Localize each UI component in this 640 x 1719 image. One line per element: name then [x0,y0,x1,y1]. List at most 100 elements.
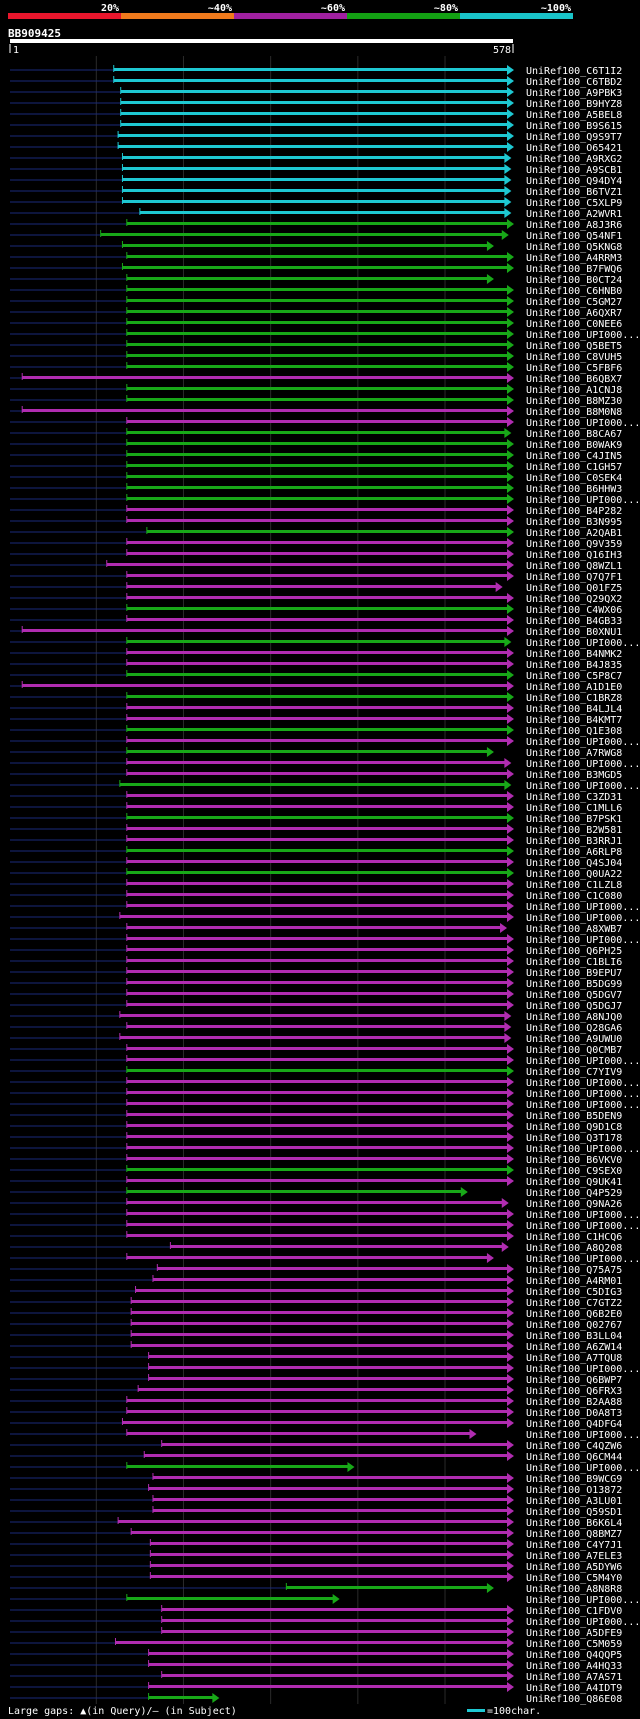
hit-row[interactable]: UniRef100_A1D1E0 [10,681,622,693]
hit-label[interactable]: UniRef100_C0SEK4 [526,473,622,484]
hit-bar[interactable] [126,442,509,445]
hit-row[interactable]: UniRef100_UPI000... [10,494,640,506]
hit-label[interactable]: UniRef100_UPI000... [526,759,640,770]
hit-bar[interactable] [152,1498,509,1501]
hit-label[interactable]: UniRef100_Q1E308 [526,726,622,737]
hit-label[interactable]: UniRef100_A4HQ33 [526,1661,622,1672]
hit-row[interactable]: UniRef100_Q94DY4 [10,175,622,187]
hit-label[interactable]: UniRef100_C1GH57 [526,462,622,473]
hit-row[interactable]: UniRef100_C1MLL6 [10,802,622,814]
hit-row[interactable]: UniRef100_UPI000... [10,1209,640,1221]
hit-bar[interactable] [115,1641,509,1644]
hit-row[interactable]: UniRef100_Q0CMB7 [10,1044,622,1056]
hit-row[interactable]: UniRef100_A6QXR7 [10,307,622,319]
hit-bar[interactable] [126,332,509,335]
hit-bar[interactable] [126,1179,509,1182]
hit-row[interactable]: UniRef100_A7TQU8 [10,1352,622,1364]
hit-row[interactable]: UniRef100_C3ZD31 [10,791,622,803]
hit-label[interactable]: UniRef100_C4Y7J1 [526,1540,622,1551]
hit-bar[interactable] [126,794,509,797]
hit-row[interactable]: UniRef100_UPI000... [10,637,640,649]
hit-row[interactable]: UniRef100_C4JIN5 [10,450,622,462]
hit-label[interactable]: UniRef100_O65421 [526,143,622,154]
hit-bar[interactable] [126,420,509,423]
hit-label[interactable]: UniRef100_UPI000... [526,781,640,792]
hit-row[interactable]: UniRef100_Q59SD1 [10,1506,622,1518]
hit-label[interactable]: UniRef100_A9UWU0 [526,1034,622,1045]
hit-label[interactable]: UniRef100_A8Q208 [526,1243,622,1254]
hit-row[interactable]: UniRef100_UPI000... [10,736,640,748]
hit-row[interactable]: UniRef100_B6VKV0 [10,1154,622,1166]
hit-bar[interactable] [131,1322,509,1325]
hit-bar[interactable] [131,1300,509,1303]
hit-bar[interactable] [150,1564,510,1567]
hit-label[interactable]: UniRef100_B4GB33 [526,616,622,627]
hit-label[interactable]: UniRef100_UPI000... [526,1430,640,1441]
hit-label[interactable]: UniRef100_B5DEN9 [526,1111,622,1122]
hit-row[interactable]: UniRef100_Q9S9T7 [10,131,622,143]
hit-label[interactable]: UniRef100_C1FDV0 [526,1606,622,1617]
hit-label[interactable]: UniRef100_C1MLL6 [526,803,622,814]
hit-bar[interactable] [126,475,509,478]
hit-label[interactable]: UniRef100_C7YIV9 [526,1067,622,1078]
hit-bar[interactable] [126,948,509,951]
hit-bar[interactable] [126,970,509,973]
hit-row[interactable]: UniRef100_Q6CM44 [10,1451,622,1463]
hit-label[interactable]: UniRef100_Q0UA22 [526,869,622,880]
hit-row[interactable]: UniRef100_B6QBX7 [10,373,622,385]
hit-label[interactable]: UniRef100_UPI000... [526,638,640,649]
hit-row[interactable]: UniRef100_Q9D1C8 [10,1121,622,1133]
hit-row[interactable]: UniRef100_A8NJQ0 [10,1011,622,1023]
hit-bar[interactable] [113,68,509,71]
hit-label[interactable]: UniRef100_B9S615 [526,121,622,132]
hit-label[interactable]: UniRef100_D0A8T3 [526,1408,622,1419]
hit-label[interactable]: UniRef100_A9SCB1 [526,165,622,176]
hit-row[interactable]: UniRef100_C4QZW6 [10,1440,622,1452]
hit-row[interactable]: UniRef100_UPI000... [10,1253,640,1265]
hit-label[interactable]: UniRef100_Q28GA6 [526,1023,622,1034]
hit-row[interactable]: UniRef100_B3N995 [10,516,622,528]
hit-bar[interactable] [122,167,507,170]
hit-row[interactable]: UniRef100_D0A8T3 [10,1407,622,1419]
hit-bar[interactable] [126,651,509,654]
hit-bar[interactable] [126,453,509,456]
hit-label[interactable]: UniRef100_A4IDT9 [526,1683,622,1694]
hit-bar[interactable] [126,1047,509,1050]
hit-row[interactable]: UniRef100_Q02767 [10,1319,622,1331]
hit-bar[interactable] [126,739,509,742]
hit-row[interactable]: UniRef100_C0SEK4 [10,472,622,484]
hit-bar[interactable] [118,145,510,148]
hit-row[interactable]: UniRef100_O65421 [10,142,622,154]
hit-label[interactable]: UniRef100_UPI000... [526,935,640,946]
hit-label[interactable]: UniRef100_Q86E08 [526,1694,622,1705]
hit-label[interactable]: UniRef100_B2AA88 [526,1397,622,1408]
hit-bar[interactable] [126,618,509,621]
hit-label[interactable]: UniRef100_UPI000... [526,1617,640,1628]
hit-label[interactable]: UniRef100_B4P282 [526,506,622,517]
hit-bar[interactable] [122,244,489,247]
hit-row[interactable]: UniRef100_A9RXG2 [10,153,622,165]
hit-label[interactable]: UniRef100_B8CA67 [526,429,622,440]
hit-bar[interactable] [126,541,509,544]
hit-bar[interactable] [122,1421,509,1424]
hit-label[interactable]: UniRef100_UPI000... [526,1056,640,1067]
hit-label[interactable]: UniRef100_Q6B2E0 [526,1309,622,1320]
hit-row[interactable]: UniRef100_UPI000... [10,1594,640,1606]
hit-row[interactable]: UniRef100_Q54NF1 [10,230,622,242]
hit-bar[interactable] [119,1036,507,1039]
hit-bar[interactable] [126,1146,509,1149]
hit-row[interactable]: UniRef100_B7PSK1 [10,813,622,825]
hit-row[interactable]: UniRef100_B6K6L4 [10,1517,622,1529]
hit-bar[interactable] [152,1509,509,1512]
hit-row[interactable]: UniRef100_B0CT24 [10,274,622,286]
hit-label[interactable]: UniRef100_A7TQU8 [526,1353,622,1364]
hit-row[interactable]: UniRef100_B4KMT7 [10,714,622,726]
hit-bar[interactable] [161,1443,509,1446]
hit-row[interactable]: UniRef100_Q86E08 [10,1693,622,1705]
hit-bar[interactable] [126,772,509,775]
hit-label[interactable]: UniRef100_B4NMK2 [526,649,622,660]
hit-row[interactable]: UniRef100_Q6FRX3 [10,1385,622,1397]
hit-row[interactable]: UniRef100_C5M059 [10,1638,622,1650]
hit-bar[interactable] [126,354,509,357]
hit-bar[interactable] [126,816,509,819]
